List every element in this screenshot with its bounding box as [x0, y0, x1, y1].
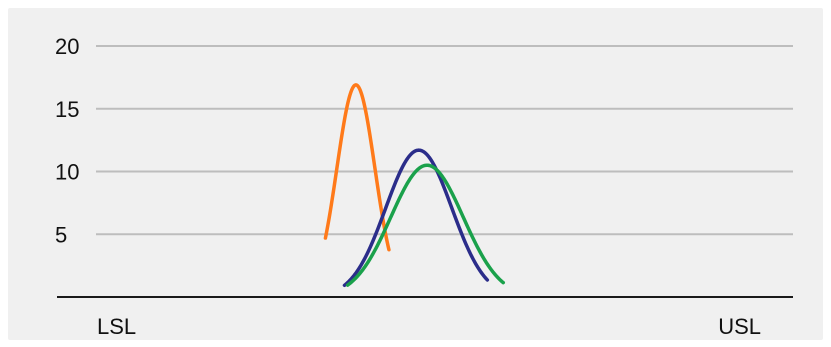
- y-tick-label-10: 10: [55, 160, 79, 185]
- usl-label: USL: [718, 314, 761, 339]
- distribution-curve-1: [323, 83, 391, 252]
- gridlines: [96, 45, 793, 236]
- distribution-curves: [323, 83, 505, 288]
- y-tick-label-15: 15: [55, 97, 79, 122]
- spec-limit-labels: LSL USL: [97, 314, 761, 339]
- distribution-curve-2: [342, 148, 490, 288]
- y-tick-label-20: 20: [55, 34, 79, 59]
- distribution-curve-3: [345, 163, 505, 287]
- y-tick-labels: 5 10 15 20: [55, 34, 79, 247]
- y-tick-label-5: 5: [55, 222, 67, 247]
- lsl-label: LSL: [97, 314, 136, 339]
